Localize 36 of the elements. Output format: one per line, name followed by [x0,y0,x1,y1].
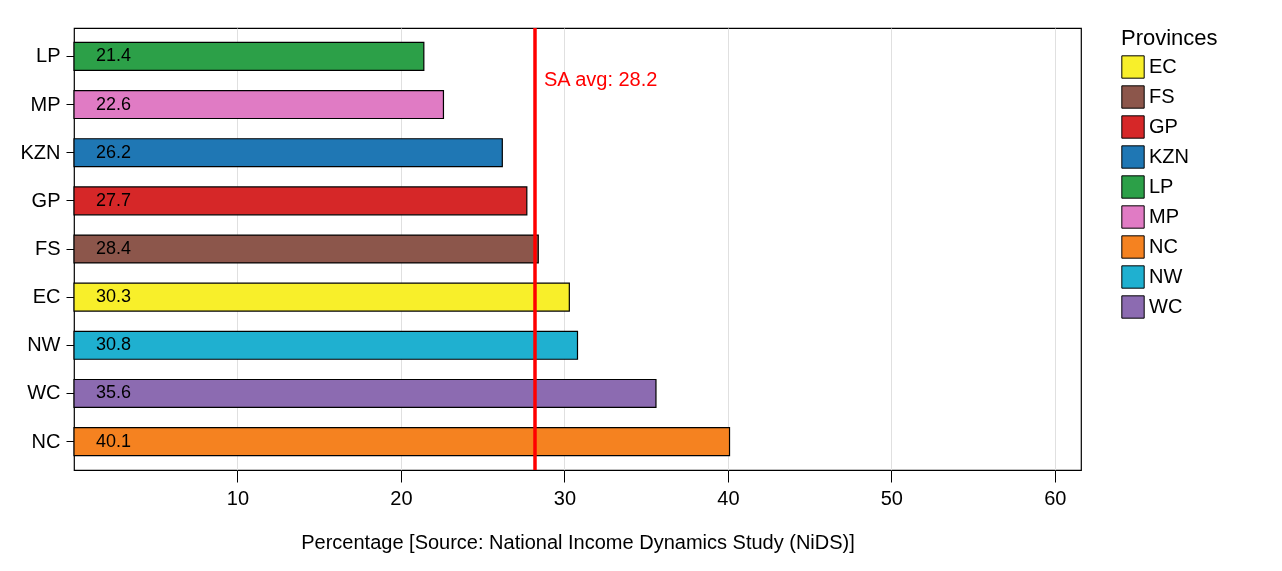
legend-label: FS [1149,85,1175,107]
ref-line-label: SA avg: 28.2 [544,68,658,91]
y-tick-label: NW [27,333,61,356]
y-tick-label: NC [31,429,61,452]
data-label: 40.1 [96,430,132,451]
legend-label: MP [1149,205,1179,227]
legend-label: EC [1149,55,1177,77]
y-tick-label: FS [34,237,61,259]
x-tick-label: 30 [553,486,577,509]
x-axis-title: Percentage [Source: National Income Dynamics Study (NiDS)] [301,530,855,553]
legend-label: WC [1149,295,1183,317]
data-label: 21.4 [96,45,132,66]
legend-title: Provinces [1121,25,1218,50]
data-label: 30.8 [96,334,132,355]
data-label: 27.7 [96,189,132,210]
x-tick-label: 10 [226,486,250,509]
y-tick-label: MP [30,92,61,115]
y-tick-label: KZN [20,140,61,163]
legend-label: NW [1149,265,1183,287]
data-label: 35.6 [96,382,132,403]
x-tick-label: 40 [717,486,740,509]
x-tick-label: 60 [1044,486,1067,509]
x-tick-label: 20 [390,486,413,509]
data-label: 26.2 [96,141,132,162]
y-tick-label: GP [31,188,61,211]
data-label: 30.3 [96,286,132,307]
legend-label: NC [1149,235,1178,257]
legend-label: GP [1149,115,1178,137]
data-label: 22.6 [96,93,132,114]
data-label: 28.4 [96,238,132,258]
y-tick-label: WC [27,381,61,404]
legend-label: KZN [1149,145,1189,167]
legend-label: LP [1149,175,1174,197]
y-tick-label: LP [36,44,61,67]
x-tick-label: 50 [880,486,903,509]
y-tick-label: EC [32,285,61,308]
